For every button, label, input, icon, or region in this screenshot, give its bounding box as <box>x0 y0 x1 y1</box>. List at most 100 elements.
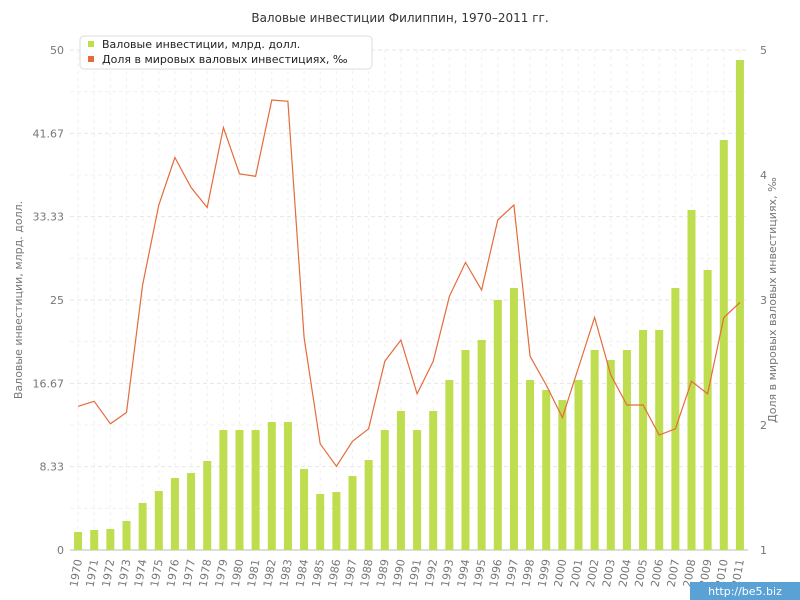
bar <box>90 530 99 550</box>
bar <box>558 400 567 550</box>
grid <box>70 49 748 551</box>
left-tick-label: 41.67 <box>33 127 65 140</box>
right-tick-label: 2 <box>760 419 767 432</box>
right-tick-label: 5 <box>760 44 767 57</box>
bar <box>622 350 631 550</box>
x-tick-label: 1989 <box>374 558 392 588</box>
x-tick-label: 1974 <box>132 558 150 588</box>
bar <box>138 503 147 550</box>
x-tick-label: 1996 <box>487 558 505 588</box>
x-tick-label: 1970 <box>67 558 85 588</box>
bar <box>493 300 502 550</box>
x-tick-label: 2006 <box>649 558 667 588</box>
legend-marker-bar <box>88 41 94 47</box>
watermark-bg <box>690 582 800 600</box>
x-tick-label: 1995 <box>471 558 489 588</box>
bar <box>170 478 179 550</box>
bar <box>542 390 551 550</box>
x-tick-label: 1993 <box>439 558 457 588</box>
bar <box>703 270 712 550</box>
left-tick-label: 33.33 <box>33 211 65 224</box>
bar-series <box>74 60 744 550</box>
bar <box>203 461 212 550</box>
bar <box>251 430 260 550</box>
left-tick-label: 16.67 <box>33 377 65 390</box>
x-tick-label: 2010 <box>713 558 731 588</box>
x-tick-label: 1994 <box>455 558 473 588</box>
bar <box>526 380 535 550</box>
legend-label-bar: Валовые инвестиции, млрд. долл. <box>102 38 300 51</box>
x-tick-label: 1975 <box>148 558 166 588</box>
bar <box>122 521 131 550</box>
x-tick-label: 1976 <box>164 558 182 588</box>
x-tick-label: 2000 <box>552 558 570 588</box>
left-axis-label: Валовые инвестиции, млрд. долл. <box>12 201 25 399</box>
bar <box>477 340 486 550</box>
x-tick-label: 1978 <box>197 558 215 588</box>
bar <box>429 411 438 550</box>
bar <box>719 140 728 550</box>
bar <box>606 360 615 550</box>
x-tick-label: 1999 <box>536 558 554 588</box>
x-tick-label: 1990 <box>390 558 408 588</box>
bar <box>187 473 196 550</box>
bar <box>590 350 599 550</box>
bar <box>106 529 115 550</box>
x-tick-label: 2001 <box>568 558 586 588</box>
x-tick-label: 1977 <box>180 558 198 588</box>
left-tick-label: 8.33 <box>40 461 65 474</box>
bar <box>396 411 405 550</box>
left-tick-label: 50 <box>50 44 64 57</box>
left-tick-label: 0 <box>57 544 64 557</box>
x-tick-label: 1982 <box>261 558 279 588</box>
bar <box>461 350 470 550</box>
bar <box>413 430 422 550</box>
legend-marker-line <box>88 56 94 62</box>
bar <box>735 60 744 550</box>
left-tick-label: 25 <box>50 294 64 307</box>
bar <box>348 476 357 550</box>
bar <box>267 422 276 550</box>
bar <box>574 380 583 550</box>
x-tick-label: 1972 <box>100 558 118 588</box>
bar <box>445 380 454 550</box>
bar <box>300 469 309 550</box>
x-tick-label: 2004 <box>616 558 634 588</box>
bar <box>655 330 664 550</box>
chart-title: Валовые инвестиции Филиппин, 1970–2011 г… <box>251 11 548 25</box>
x-tick-label: 1973 <box>116 558 134 588</box>
x-tick-label: 1997 <box>503 558 521 588</box>
bar <box>332 492 341 550</box>
x-tick-label: 1984 <box>293 558 311 588</box>
bar <box>509 288 518 550</box>
watermark-link[interactable]: http://be5.biz <box>708 585 782 598</box>
legend-label-line: Доля в мировых валовых инвестициях, ‰ <box>102 53 348 66</box>
watermark[interactable]: http://be5.biz <box>690 582 800 600</box>
bar <box>154 491 163 550</box>
x-axis-ticks: 1970197119721973197419751976197719781979… <box>67 558 747 588</box>
line-series <box>77 99 741 468</box>
right-tick-label: 4 <box>760 169 767 182</box>
right-axis-ticks: 1 2 3 4 5 <box>760 44 767 557</box>
bar <box>687 210 696 550</box>
x-tick-label: 2011 <box>729 558 747 588</box>
x-tick-label: 1980 <box>229 558 247 588</box>
legend: Валовые инвестиции, млрд. долл. Доля в м… <box>79 35 373 70</box>
bar <box>283 422 292 550</box>
x-tick-label: 1979 <box>213 558 231 588</box>
bar <box>639 330 648 550</box>
bar <box>380 430 389 550</box>
x-tick-label: 1985 <box>310 558 328 588</box>
bar <box>74 532 83 550</box>
x-tick-label: 2003 <box>600 558 618 588</box>
x-tick-label: 1987 <box>342 558 360 588</box>
x-tick-label: 2007 <box>665 558 683 588</box>
x-tick-label: 1971 <box>84 558 102 588</box>
bar <box>671 288 680 550</box>
x-tick-label: 1988 <box>358 558 376 588</box>
x-tick-label: 2009 <box>697 558 715 588</box>
right-tick-label: 3 <box>760 294 767 307</box>
series-line <box>77 99 741 468</box>
x-tick-label: 1992 <box>423 558 441 588</box>
